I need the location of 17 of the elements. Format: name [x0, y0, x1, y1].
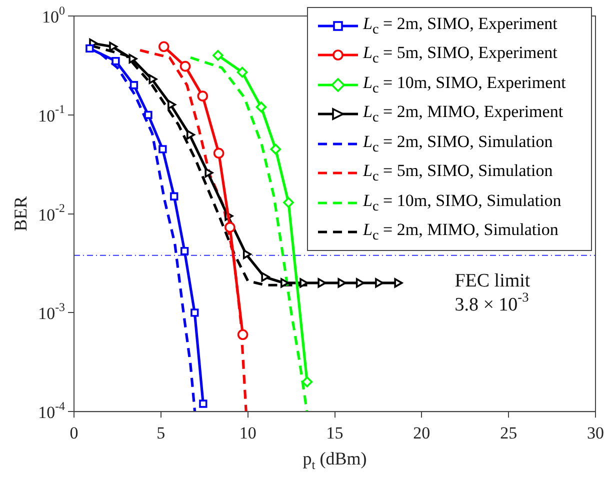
- legend-label: L$_{c}$ = 2m, SIMO, Simulation: [363, 132, 553, 156]
- legend-label: L$_{c}$ = 5m, SIMO, Simulation: [363, 161, 553, 186]
- x-tick-label: 10: [239, 423, 256, 442]
- legend-label: L$_{c}$ = 5m, SIMO, Experiment: [363, 43, 558, 68]
- x-tick-label: 0: [70, 423, 78, 442]
- ref-line-label: FEC limit: [454, 270, 531, 292]
- x-tick-label: 25: [500, 423, 518, 442]
- x-tick-label: 20: [413, 423, 430, 442]
- legend-label: L$_{c}$ = 10m, SIMO, Simulation: [363, 190, 562, 215]
- y-axis-title: BER: [10, 196, 31, 232]
- legend-label: L$_{c}$ = 2m, SIMO, Experiment: [363, 14, 558, 38]
- legend-label: L$_{c}$ = 2m, MIMO, Experiment: [363, 102, 564, 126]
- x-tick-label: 15: [326, 423, 344, 442]
- x-tick-label: 5: [156, 423, 166, 442]
- legend-label: L$_{c}$ = 2m, MIMO, Simulation: [363, 220, 558, 244]
- legend-label: L$_{c}$ = 10m, SIMO, Experiment: [363, 72, 566, 97]
- x-tick-label: 30: [587, 423, 604, 442]
